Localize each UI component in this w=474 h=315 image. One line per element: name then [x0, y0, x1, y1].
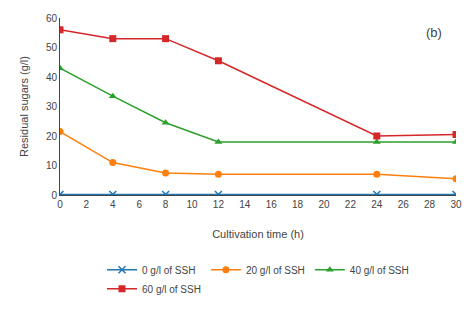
- svg-text:0 g/l of SSH: 0 g/l of SSH: [142, 265, 195, 276]
- svg-text:40: 40: [46, 72, 58, 83]
- svg-text:8: 8: [163, 199, 169, 210]
- svg-text:Residual sugars (g/l): Residual sugars (g/l): [18, 56, 30, 157]
- svg-text:0: 0: [57, 199, 63, 210]
- svg-text:60 g/l of SSH: 60 g/l of SSH: [142, 284, 201, 295]
- svg-text:20: 20: [46, 131, 58, 142]
- svg-text:22: 22: [345, 199, 357, 210]
- svg-text:16: 16: [266, 199, 278, 210]
- svg-text:0: 0: [51, 190, 57, 201]
- svg-text:10: 10: [46, 160, 58, 171]
- svg-text:28: 28: [424, 199, 436, 210]
- svg-text:2: 2: [84, 199, 90, 210]
- svg-text:6: 6: [136, 199, 142, 210]
- svg-text:14: 14: [239, 199, 251, 210]
- svg-text:50: 50: [46, 42, 58, 53]
- svg-text:40 g/l of SSH: 40 g/l of SSH: [350, 265, 409, 276]
- svg-text:18: 18: [292, 199, 304, 210]
- svg-text:Cultivation time (h): Cultivation time (h): [212, 228, 304, 240]
- svg-text:60: 60: [46, 13, 58, 24]
- svg-text:20: 20: [318, 199, 330, 210]
- svg-text:30: 30: [46, 101, 58, 112]
- svg-text:24: 24: [371, 199, 383, 210]
- svg-text:30: 30: [450, 199, 462, 210]
- svg-text:10: 10: [186, 199, 198, 210]
- svg-text:20 g/l of SSH: 20 g/l of SSH: [246, 265, 305, 276]
- svg-text:12: 12: [213, 199, 225, 210]
- svg-text:26: 26: [398, 199, 410, 210]
- svg-text:4: 4: [110, 199, 116, 210]
- svg-text:(b): (b): [426, 25, 442, 40]
